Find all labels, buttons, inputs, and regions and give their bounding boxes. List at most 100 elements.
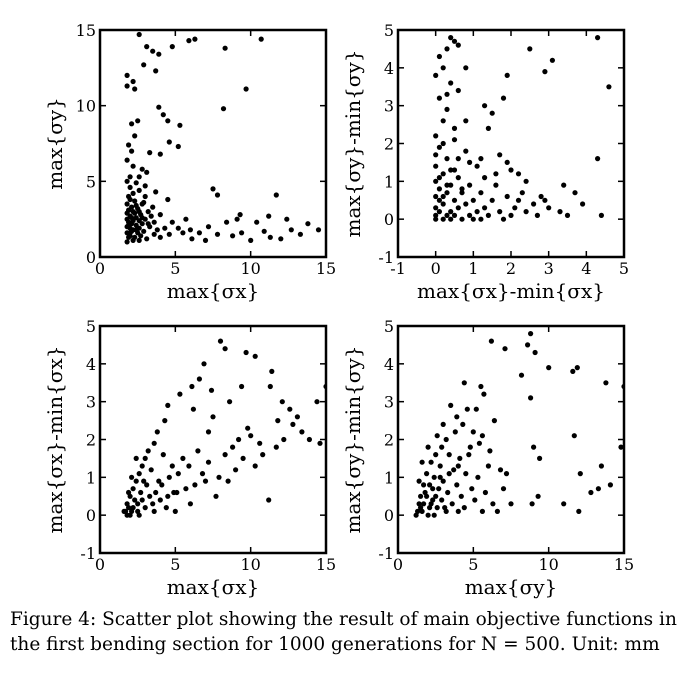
data-point bbox=[527, 46, 533, 52]
data-point bbox=[269, 368, 275, 374]
data-point bbox=[444, 46, 450, 52]
data-point bbox=[142, 193, 148, 200]
data-point bbox=[133, 478, 139, 484]
data-point bbox=[500, 95, 507, 101]
data-point bbox=[448, 80, 454, 86]
data-point bbox=[455, 175, 461, 181]
data-point bbox=[449, 501, 455, 507]
data-point bbox=[139, 221, 145, 227]
data-point bbox=[508, 501, 514, 507]
data-point bbox=[454, 414, 460, 420]
data-point bbox=[136, 209, 142, 215]
data-point bbox=[130, 505, 136, 511]
data-point bbox=[151, 231, 157, 237]
y-tick-label: -1 bbox=[80, 544, 96, 563]
data-point bbox=[504, 193, 510, 200]
data-point bbox=[139, 166, 145, 172]
data-point bbox=[126, 489, 132, 496]
data-point bbox=[236, 436, 242, 443]
data-point bbox=[127, 512, 133, 518]
point-group bbox=[124, 31, 322, 245]
data-point bbox=[446, 471, 452, 477]
data-point bbox=[561, 501, 567, 507]
data-point bbox=[151, 440, 157, 446]
data-point bbox=[147, 150, 153, 156]
data-point bbox=[444, 91, 450, 97]
point-group bbox=[413, 331, 625, 518]
data-point bbox=[467, 182, 473, 188]
data-point bbox=[189, 383, 195, 390]
data-point bbox=[186, 463, 192, 469]
data-point bbox=[195, 448, 201, 454]
data-point bbox=[124, 72, 130, 78]
data-point bbox=[418, 493, 424, 499]
plot-frame bbox=[396, 324, 626, 555]
data-point bbox=[239, 383, 245, 390]
data-point bbox=[523, 178, 529, 184]
data-point bbox=[532, 349, 538, 356]
data-point bbox=[192, 482, 198, 488]
x-tick-label: 4 bbox=[581, 259, 591, 278]
data-point bbox=[183, 216, 189, 222]
point-group bbox=[433, 35, 612, 222]
data-point bbox=[485, 463, 491, 469]
data-point bbox=[153, 189, 159, 195]
data-point bbox=[240, 455, 246, 461]
data-point bbox=[180, 230, 186, 236]
x-tick-label: 10 bbox=[240, 555, 260, 574]
data-point bbox=[422, 489, 428, 496]
data-point bbox=[156, 104, 162, 110]
data-point bbox=[267, 234, 273, 240]
data-point bbox=[531, 444, 537, 450]
y-tick-label: 2 bbox=[384, 431, 394, 450]
data-point bbox=[297, 231, 303, 237]
data-point bbox=[243, 86, 249, 92]
data-point bbox=[428, 459, 434, 465]
data-point bbox=[433, 133, 439, 139]
data-point bbox=[136, 471, 142, 477]
data-point bbox=[470, 429, 476, 435]
data-point bbox=[294, 414, 300, 420]
data-point bbox=[459, 190, 465, 196]
data-point bbox=[123, 508, 129, 514]
data-point bbox=[139, 463, 145, 469]
data-point bbox=[455, 463, 461, 469]
data-point bbox=[474, 163, 480, 169]
data-point bbox=[217, 338, 224, 344]
data-point bbox=[132, 86, 138, 92]
data-point bbox=[183, 486, 189, 492]
data-point bbox=[455, 156, 461, 162]
data-point bbox=[151, 219, 157, 225]
data-point bbox=[433, 72, 439, 78]
data-point bbox=[175, 471, 181, 477]
data-point bbox=[451, 38, 458, 44]
data-point bbox=[500, 216, 507, 222]
data-point bbox=[189, 236, 195, 242]
data-point bbox=[130, 78, 136, 85]
data-point bbox=[266, 213, 272, 219]
data-point bbox=[315, 227, 322, 233]
data-point bbox=[621, 383, 625, 390]
x-tick-label: 1 bbox=[468, 259, 478, 278]
data-point bbox=[431, 474, 437, 480]
data-point bbox=[261, 228, 267, 234]
data-point bbox=[129, 148, 135, 154]
plot-frame bbox=[98, 324, 328, 555]
data-point bbox=[153, 68, 159, 74]
data-point bbox=[454, 482, 460, 488]
data-point bbox=[141, 478, 147, 484]
data-point bbox=[421, 501, 427, 507]
data-point bbox=[230, 444, 236, 450]
data-point bbox=[166, 231, 172, 237]
y-axis-label: max{σx}-min{σx} bbox=[43, 346, 67, 534]
data-point bbox=[126, 142, 132, 148]
data-point bbox=[452, 429, 458, 435]
data-point bbox=[135, 118, 141, 124]
data-point bbox=[433, 163, 439, 169]
data-point bbox=[488, 338, 494, 344]
data-point bbox=[479, 433, 485, 439]
data-point bbox=[473, 406, 479, 412]
y-tick-label: 15 bbox=[76, 21, 96, 40]
data-point bbox=[248, 433, 254, 439]
